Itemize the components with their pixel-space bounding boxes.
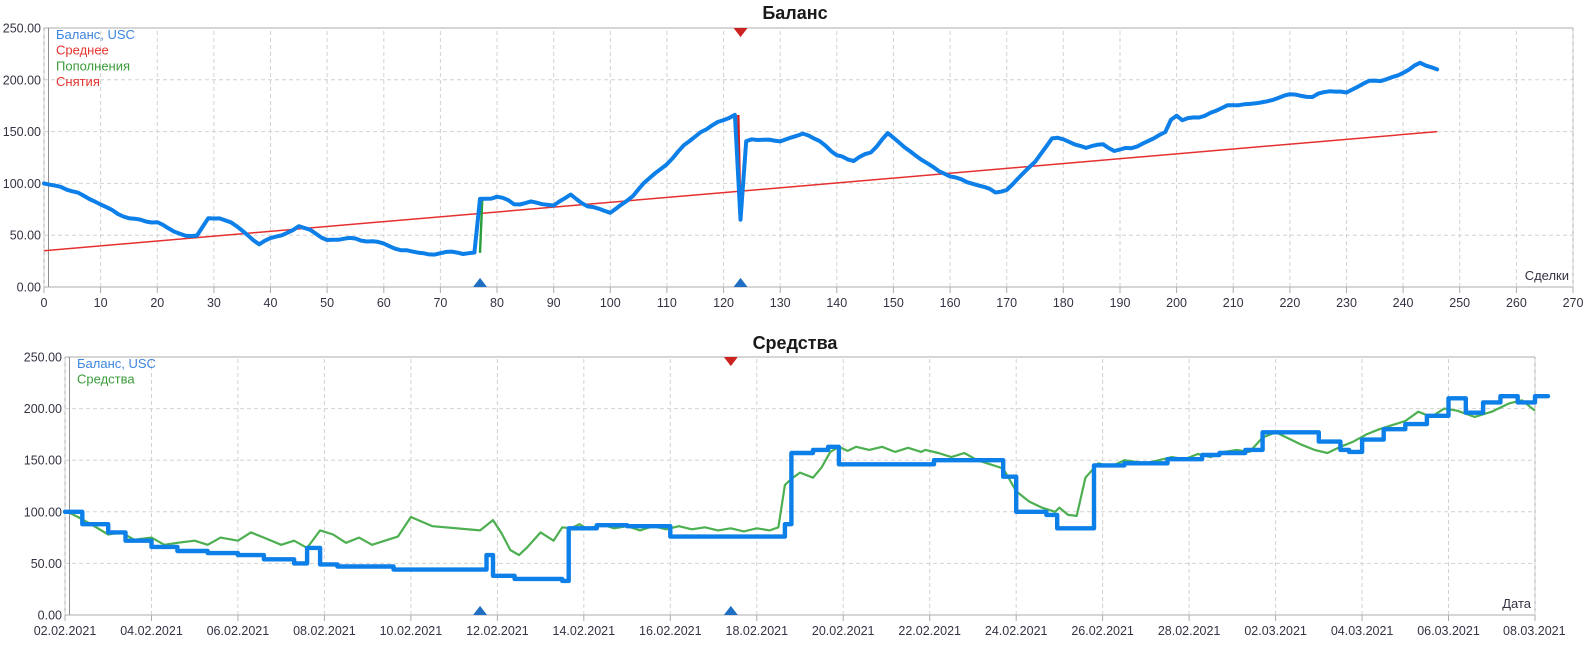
svg-text:24.02.2021: 24.02.2021 — [985, 624, 1048, 638]
svg-text:08.02.2021: 08.02.2021 — [293, 624, 356, 638]
svg-text:08.03.2021: 08.03.2021 — [1503, 624, 1566, 638]
svg-text:Дата: Дата — [1502, 596, 1532, 611]
svg-text:22.02.2021: 22.02.2021 — [898, 624, 961, 638]
svg-text:0.00: 0.00 — [17, 281, 41, 295]
svg-text:260: 260 — [1506, 296, 1527, 310]
svg-text:50: 50 — [320, 296, 334, 310]
svg-text:26.02.2021: 26.02.2021 — [1071, 624, 1134, 638]
svg-text:20: 20 — [150, 296, 164, 310]
svg-text:Средства: Средства — [77, 372, 135, 387]
svg-text:Среднее: Среднее — [56, 43, 109, 58]
svg-text:180: 180 — [1053, 296, 1074, 310]
svg-text:02.02.2021: 02.02.2021 — [34, 624, 97, 638]
svg-text:130: 130 — [770, 296, 791, 310]
svg-text:18.02.2021: 18.02.2021 — [726, 624, 789, 638]
svg-text:230: 230 — [1336, 296, 1357, 310]
svg-text:28.02.2021: 28.02.2021 — [1158, 624, 1221, 638]
svg-text:220: 220 — [1279, 296, 1300, 310]
svg-text:Пополнения: Пополнения — [56, 58, 130, 73]
svg-text:250.00: 250.00 — [24, 351, 62, 365]
svg-text:150.00: 150.00 — [24, 454, 62, 468]
svg-text:100: 100 — [600, 296, 621, 310]
svg-text:150: 150 — [883, 296, 904, 310]
svg-text:14.02.2021: 14.02.2021 — [553, 624, 616, 638]
svg-text:190: 190 — [1110, 296, 1131, 310]
svg-text:90: 90 — [547, 296, 561, 310]
svg-text:140: 140 — [826, 296, 847, 310]
svg-text:60: 60 — [377, 296, 391, 310]
svg-text:02.03.2021: 02.03.2021 — [1244, 624, 1307, 638]
svg-text:70: 70 — [433, 296, 447, 310]
svg-text:200.00: 200.00 — [24, 402, 62, 416]
svg-text:50.00: 50.00 — [10, 229, 41, 243]
svg-text:06.03.2021: 06.03.2021 — [1417, 624, 1480, 638]
svg-text:160: 160 — [940, 296, 961, 310]
svg-text:200.00: 200.00 — [3, 73, 41, 87]
svg-text:110: 110 — [657, 296, 677, 310]
svg-text:240: 240 — [1393, 296, 1414, 310]
svg-text:04.02.2021: 04.02.2021 — [120, 624, 183, 638]
svg-text:0.00: 0.00 — [38, 609, 62, 623]
svg-text:Снятия: Снятия — [56, 74, 100, 89]
svg-text:0: 0 — [41, 296, 48, 310]
svg-text:04.03.2021: 04.03.2021 — [1331, 624, 1394, 638]
svg-text:270: 270 — [1563, 296, 1584, 310]
svg-text:Баланс: Баланс — [762, 3, 827, 23]
svg-text:Баланс, USC: Баланс, USC — [77, 356, 156, 371]
svg-text:250.00: 250.00 — [3, 22, 41, 36]
svg-text:20.02.2021: 20.02.2021 — [812, 624, 875, 638]
svg-text:80: 80 — [490, 296, 504, 310]
svg-text:50.00: 50.00 — [31, 557, 62, 571]
svg-text:12.02.2021: 12.02.2021 — [466, 624, 529, 638]
svg-text:16.02.2021: 16.02.2021 — [639, 624, 702, 638]
svg-text:10: 10 — [94, 296, 108, 310]
svg-text:170: 170 — [996, 296, 1017, 310]
svg-text:Баланс, USC: Баланс, USC — [56, 27, 135, 42]
svg-text:Средства: Средства — [753, 333, 839, 353]
svg-text:210: 210 — [1223, 296, 1244, 310]
svg-text:40: 40 — [264, 296, 278, 310]
svg-text:10.02.2021: 10.02.2021 — [380, 624, 443, 638]
svg-text:150.00: 150.00 — [3, 125, 41, 139]
svg-text:120: 120 — [713, 296, 734, 310]
svg-text:30: 30 — [207, 296, 221, 310]
svg-text:100.00: 100.00 — [24, 505, 62, 519]
svg-text:100.00: 100.00 — [3, 177, 41, 191]
svg-text:250: 250 — [1449, 296, 1470, 310]
svg-text:Сделки: Сделки — [1525, 268, 1569, 283]
svg-text:06.02.2021: 06.02.2021 — [207, 624, 270, 638]
svg-text:200: 200 — [1166, 296, 1187, 310]
